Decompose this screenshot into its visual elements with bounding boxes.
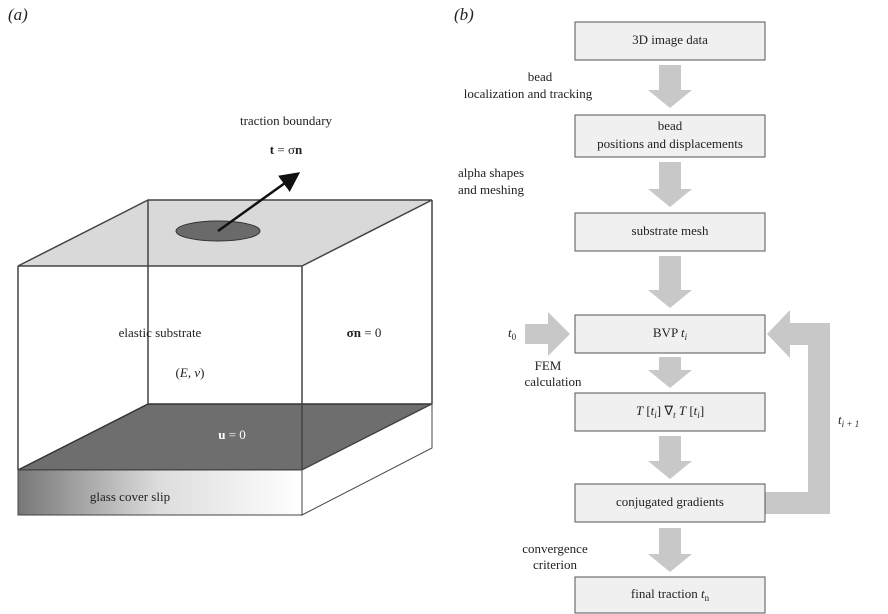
symbol: n: [295, 142, 303, 157]
flow-arrow: [525, 312, 570, 356]
iteration-label: t0: [508, 325, 517, 342]
flow-arrow: [648, 357, 692, 388]
step-label: criterion: [533, 557, 578, 572]
flow-arrow: [648, 162, 692, 207]
symbol: n: [705, 593, 710, 603]
box-label: 3D image data: [632, 32, 708, 47]
box-label: BVP ti: [653, 325, 688, 342]
step-label: and meshing: [458, 182, 525, 197]
flow-arrow: [765, 310, 830, 514]
iteration-label: ti + 1: [838, 412, 859, 429]
symbol: final traction: [631, 586, 701, 601]
symbol: E: [179, 365, 188, 380]
symbol: = 0: [361, 325, 381, 340]
box-label: bead: [658, 118, 683, 133]
annotation: traction boundary: [240, 113, 333, 128]
symbol: [: [643, 403, 651, 418]
flow-arrow: [648, 436, 692, 479]
symbol: ): [200, 365, 204, 380]
flow-arrow: [648, 65, 692, 108]
step-label: FEM: [535, 358, 562, 373]
equation: σn = 0: [347, 325, 382, 340]
step-label: convergence: [522, 541, 588, 556]
step-label: bead: [528, 69, 553, 84]
symbol: u: [218, 427, 225, 442]
symbol: ]: [700, 403, 704, 418]
panel-label: (b): [454, 5, 474, 24]
page: Traction force microscopy schematic { "p…: [0, 0, 888, 614]
symbol: i + 1: [842, 419, 860, 429]
step-label: localization and tracking: [464, 86, 593, 101]
flow-arrow: [648, 256, 692, 308]
panel-label: (a): [8, 5, 28, 24]
symbol: [: [686, 403, 694, 418]
box-label: T [ti] ∇t T [ti]: [636, 403, 704, 420]
symbol: BVP: [653, 325, 681, 340]
symbol: 0: [512, 332, 517, 342]
box-label: conjugated gradients: [616, 494, 724, 509]
symbol: = σ: [274, 142, 295, 157]
equation: t = σn: [270, 142, 303, 157]
box-label: substrate mesh: [632, 223, 709, 238]
box-label: final traction tn: [631, 586, 710, 603]
step-label: alpha shapes: [458, 165, 524, 180]
annotation: elastic substrate: [119, 325, 202, 340]
annotation: glass cover slip: [90, 489, 170, 504]
body: (a) traction boundary t = σn elastic sub…: [0, 0, 888, 614]
equation: u = 0: [218, 427, 246, 442]
equation: (E, ν): [176, 365, 205, 380]
symbol: σ: [347, 325, 354, 340]
symbol: ] ∇: [657, 403, 674, 418]
box-label: positions and displacements: [597, 136, 743, 151]
symbol: = 0: [225, 427, 245, 442]
flow-arrow: [648, 528, 692, 572]
figure: (a) traction boundary t = σn elastic sub…: [0, 0, 888, 614]
step-label: calculation: [524, 374, 582, 389]
